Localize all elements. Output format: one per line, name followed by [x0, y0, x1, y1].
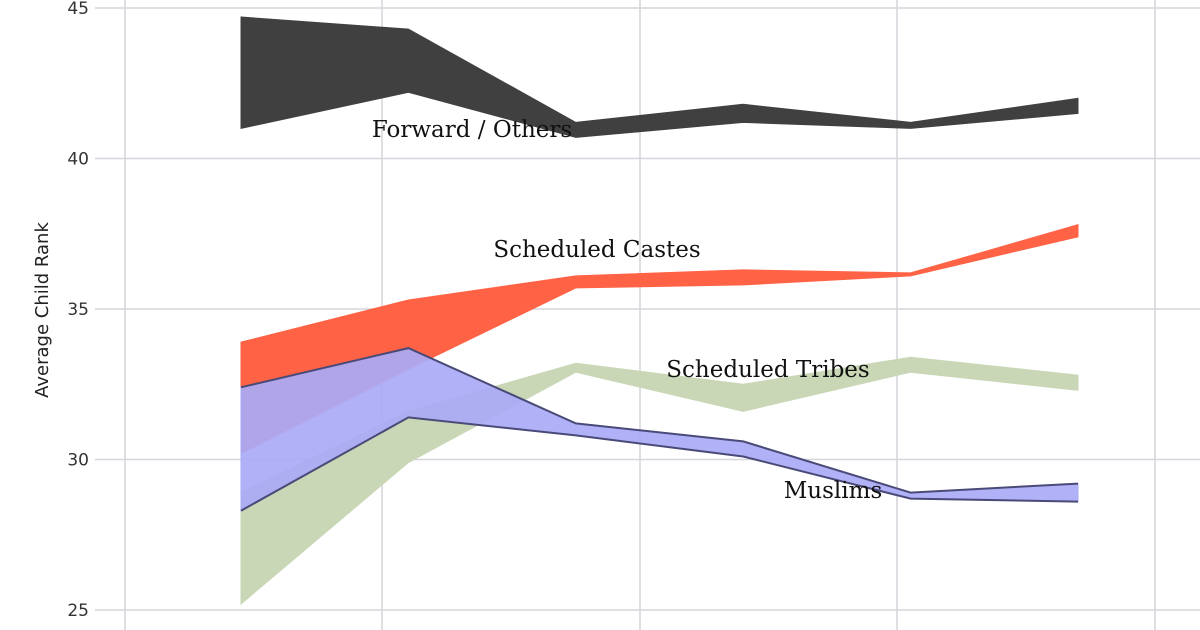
y-tick-label-1: 30 — [67, 451, 89, 471]
series-label-forward-others: Forward / Others — [372, 117, 572, 143]
ribbon-lower-line-muslims — [240, 416, 1079, 512]
y-axis-ticks: 25 30 35 40 45 — [67, 0, 89, 621]
series-label-scheduled-tribes: Scheduled Tribes — [666, 357, 869, 383]
ribbon-forward-others — [240, 16, 1079, 138]
ribbon-upper-line-muslims — [240, 347, 1079, 494]
y-tick-label-2: 35 — [67, 300, 89, 320]
series-labels: Forward / Others Scheduled Castes Schedule… — [372, 117, 882, 504]
series-label-scheduled-castes: Scheduled Castes — [493, 237, 700, 263]
y-tick-label-0: 25 — [67, 601, 89, 621]
y-tick-label-4: 45 — [67, 0, 89, 19]
y-tick-label-3: 40 — [67, 150, 89, 170]
y-axis-label: Average Child Rank — [32, 222, 53, 398]
plot-area — [240, 16, 1079, 606]
series-label-muslims: Muslims — [784, 478, 883, 504]
